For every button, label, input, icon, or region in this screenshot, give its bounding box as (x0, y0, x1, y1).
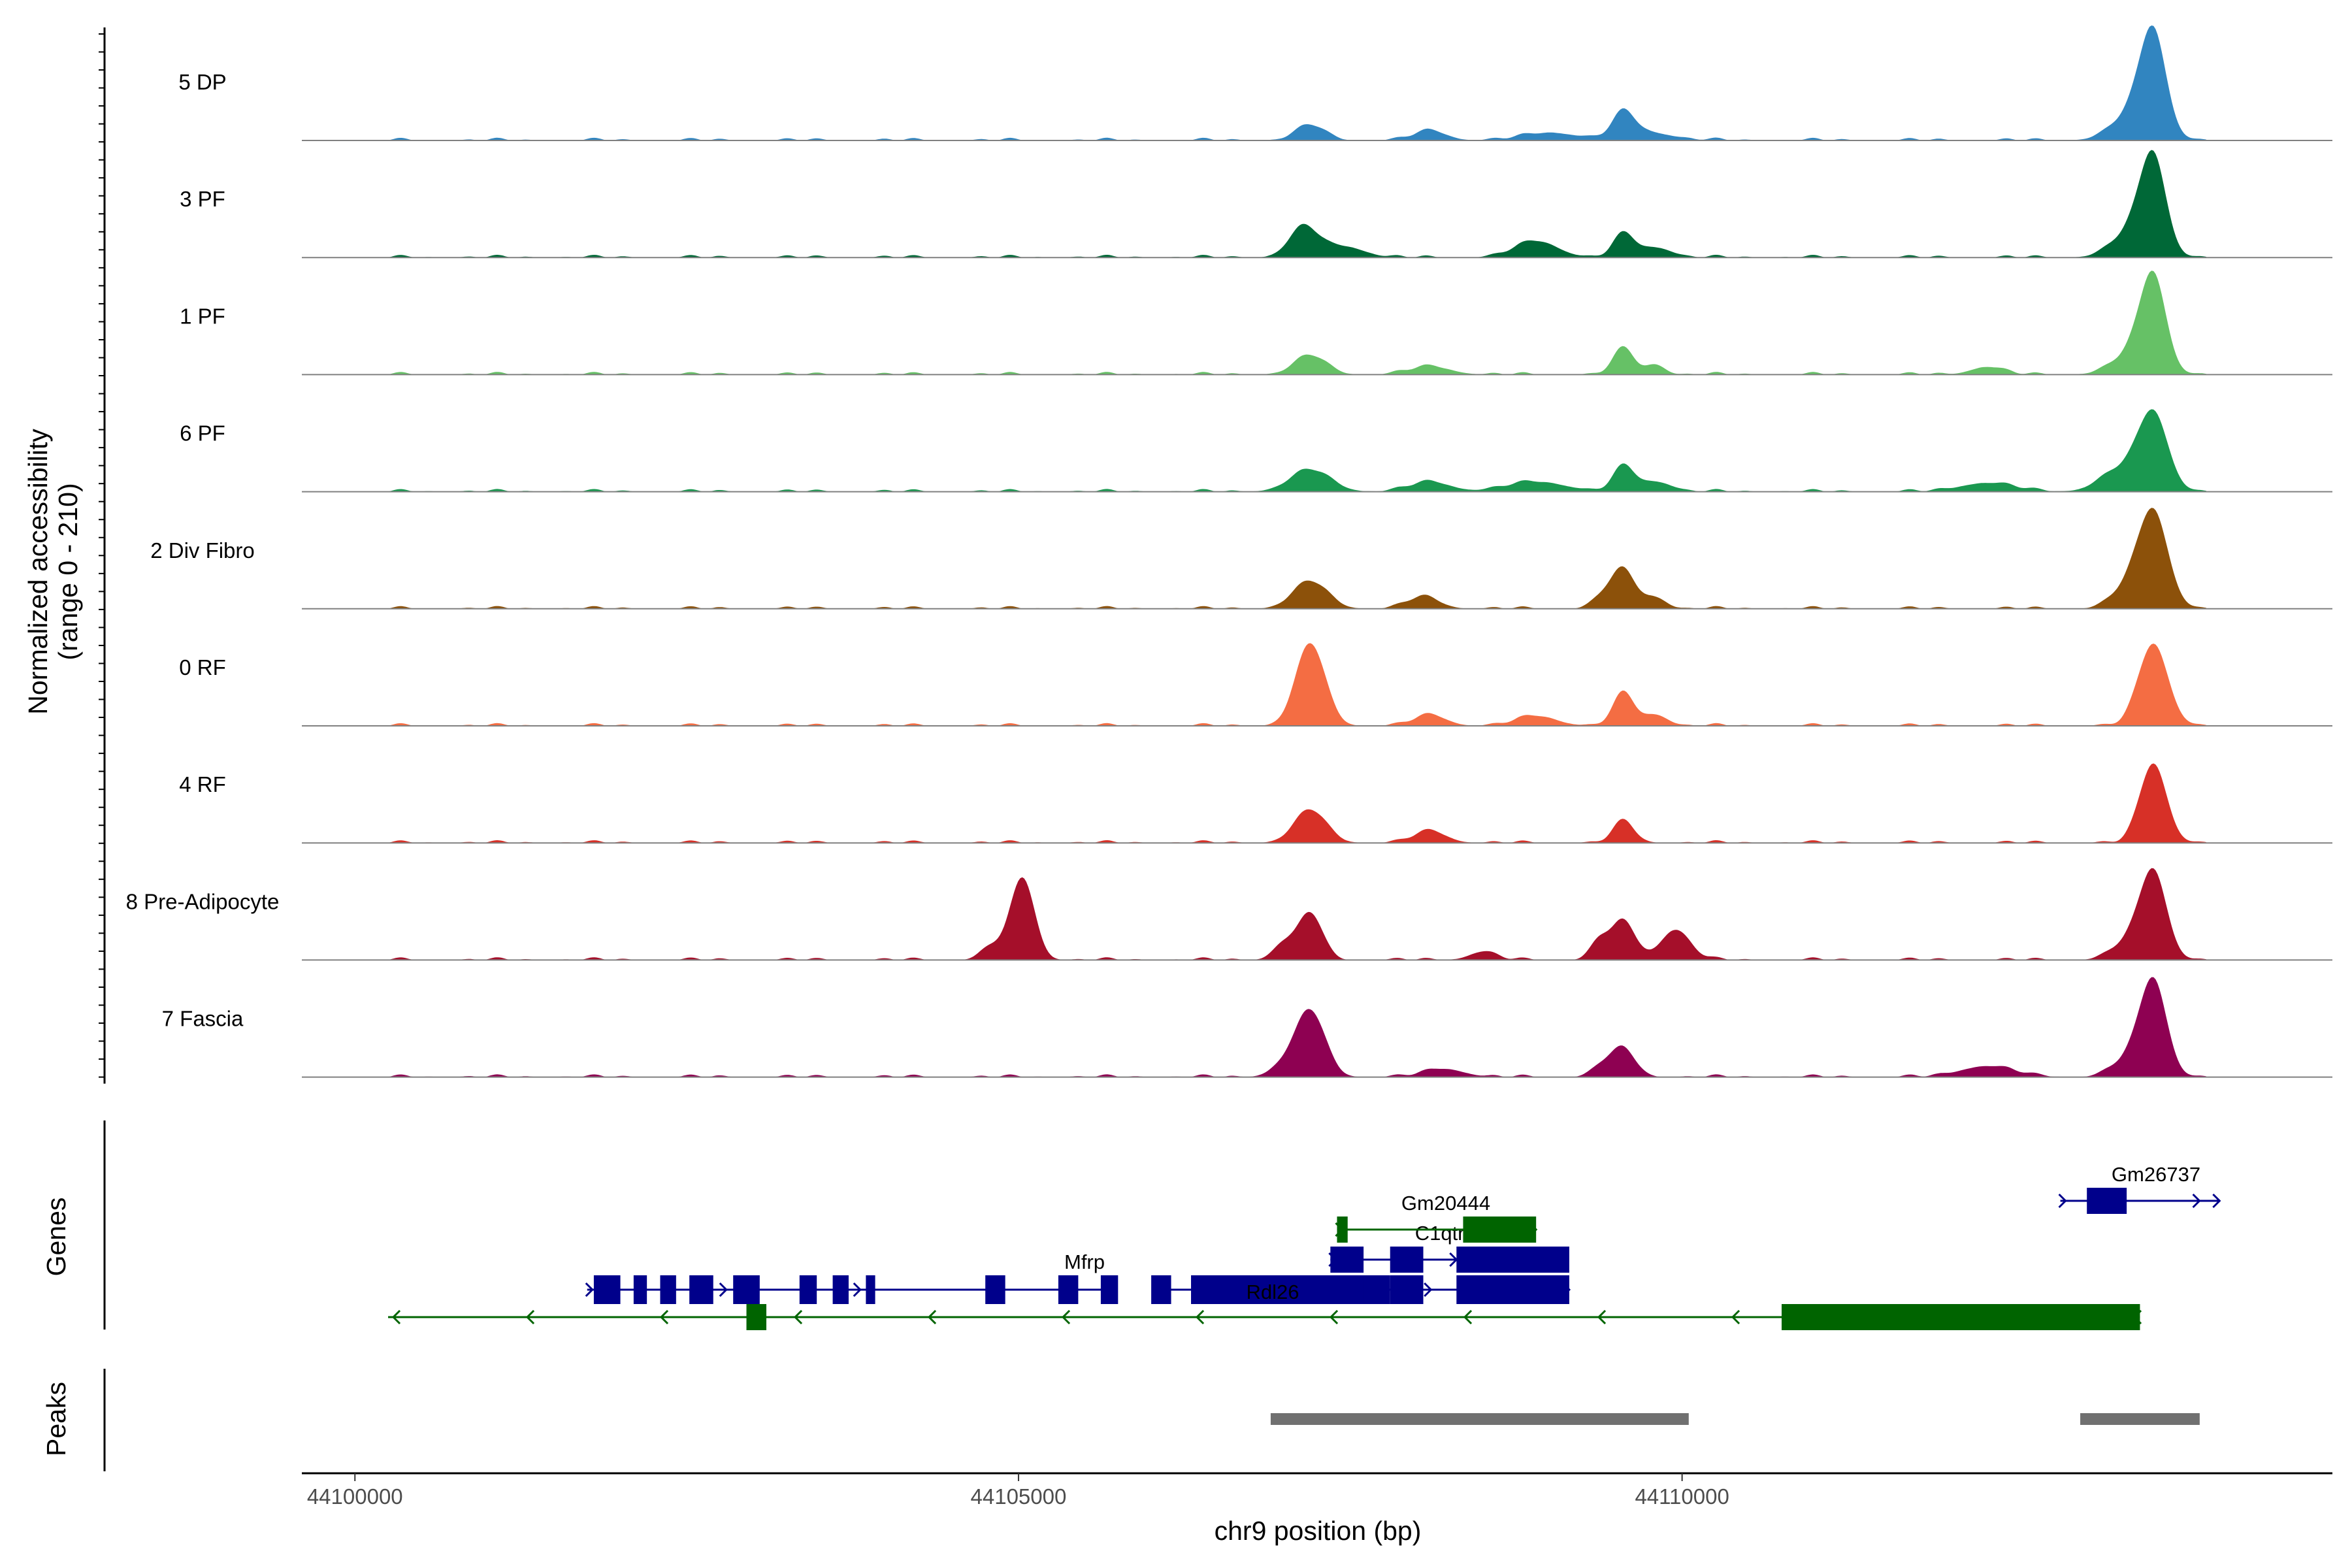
x-axis-title: chr9 position (bp) (1215, 1516, 1422, 1546)
strand-arrow (1597, 1309, 1607, 1325)
y-axis-title-line2: (range 0 - 210) (53, 483, 83, 660)
track-label: 4 RF (179, 772, 226, 796)
gene-exon (1781, 1304, 2140, 1330)
gene-exon (633, 1275, 647, 1304)
track-label: 8 Pre-Adipocyte (126, 889, 280, 913)
gene-exon (1151, 1275, 1171, 1304)
track-label: 1 PF (180, 304, 225, 328)
track-label: 2 Div Fibro (150, 538, 255, 563)
strand-arrow (2058, 1193, 2067, 1209)
gene-mfrp: Mfrp (585, 1250, 1119, 1304)
track-8-pre-adipocyte: 8 Pre-Adipocyte (126, 868, 2332, 961)
gene-exon (1337, 1217, 1348, 1243)
gene-exon (1058, 1275, 1079, 1304)
strand-arrow (659, 1309, 669, 1325)
gene-exon (1390, 1275, 1424, 1304)
gene-exon (1463, 1217, 1537, 1243)
strand-arrow (1449, 1252, 1458, 1267)
gene-exon (1330, 1275, 1364, 1304)
gene-exon (2087, 1188, 2127, 1214)
x-tick-label: 44100000 (307, 1484, 403, 1509)
track-label: 0 RF (179, 655, 226, 679)
coverage-tracks: 5 DP 3 PF 1 PF 6 PF 2 Div Fibro 0 RF 4 RF 8 Pre… (126, 25, 2332, 1078)
y-axis-title-line1: Normalized accessibility (23, 429, 53, 715)
gene-exon (832, 1275, 849, 1304)
gene-exon (689, 1275, 713, 1304)
genes-track: Genes Mfrp Rdl26 C1qtnf5 Gm20444 Gm26737 (41, 1120, 2221, 1330)
track-label: 3 PF (180, 187, 225, 211)
peak-interval (1270, 1413, 1689, 1425)
gene-gm26737: Gm26737 (2058, 1163, 2221, 1214)
x-axis: chr9 position (bp) 44100000 44105000 44110… (302, 1472, 2332, 1546)
peak-interval (2080, 1413, 2200, 1425)
coverage-area (381, 25, 2207, 140)
coverage-area (381, 508, 2207, 609)
strand-arrow (793, 1309, 803, 1325)
track-3-pf: 3 PF (180, 150, 2332, 259)
track-label: 6 PF (180, 421, 225, 446)
strand-arrow (1195, 1309, 1205, 1325)
gene-exon (593, 1275, 621, 1304)
strand-arrow (1424, 1282, 1433, 1298)
strand-arrow (1329, 1309, 1339, 1325)
gene-rdl26: Rdl26 (1151, 1275, 1571, 1304)
coverage-area (381, 763, 2207, 843)
gene-exon (733, 1275, 760, 1304)
gene-exon (746, 1304, 766, 1330)
gene-exon (1390, 1247, 1424, 1273)
gene-exon (660, 1275, 676, 1304)
strand-arrow (1061, 1309, 1071, 1325)
strand-arrow (719, 1282, 728, 1298)
x-tick-label: 44110000 (1635, 1484, 1729, 1509)
gene-exon (866, 1275, 875, 1304)
strand-arrow (853, 1282, 862, 1298)
gene-exon (1100, 1275, 1119, 1304)
gene-label: Gm20444 (1401, 1192, 1490, 1215)
y-axis: Normalized accessibility (range 0 - 210) (23, 27, 106, 1084)
track-1-pf: 1 PF (180, 270, 2332, 376)
coverage-area (381, 868, 2207, 960)
gene-exon (1330, 1247, 1364, 1273)
strand-arrow (1463, 1309, 1473, 1325)
track-7-fascia: 7 Fascia (162, 977, 2332, 1078)
gene-gm20444: Gm20444 (1335, 1192, 1538, 1243)
peaks-track: Peaks (41, 1369, 2200, 1471)
track-4-rf: 4 RF (179, 763, 2332, 844)
track-6-pf: 6 PF (180, 409, 2332, 493)
track-label: 7 Fascia (162, 1007, 244, 1031)
gene-exon (1456, 1247, 1569, 1273)
gene-exon (1456, 1275, 1569, 1304)
track-5-dp: 5 DP (178, 25, 2332, 141)
track-0-rf: 0 RF (179, 643, 2332, 727)
genes-track-title: Genes (41, 1198, 71, 1277)
gene-exon (985, 1275, 1005, 1304)
gene-label: Rdl26 (1247, 1281, 1299, 1303)
x-tick-label: 44105000 (971, 1484, 1067, 1509)
strand-arrow (391, 1309, 401, 1325)
coverage-area (381, 977, 2207, 1077)
strand-arrow (525, 1309, 535, 1325)
coverage-area (381, 270, 2207, 375)
strand-arrow (1731, 1309, 1740, 1325)
gene-label: Gm26737 (2112, 1163, 2200, 1186)
gene-exon (799, 1275, 817, 1304)
coverage-area (381, 409, 2207, 492)
strand-arrow (927, 1309, 937, 1325)
track-label: 5 DP (178, 70, 226, 94)
gene-label: Mfrp (1064, 1250, 1105, 1273)
gene-unnamed (388, 1304, 2142, 1330)
gene-c1qtnf5: C1qtnf5 (1328, 1222, 1569, 1273)
peaks-track-title: Peaks (41, 1382, 71, 1456)
coverage-area (381, 643, 2207, 726)
strand-arrow (585, 1282, 594, 1298)
strand-arrow (2212, 1193, 2221, 1209)
track-2-div-fibro: 2 Div Fibro (150, 508, 2332, 610)
coverage-area (381, 150, 2207, 258)
strand-arrow (2192, 1193, 2201, 1209)
